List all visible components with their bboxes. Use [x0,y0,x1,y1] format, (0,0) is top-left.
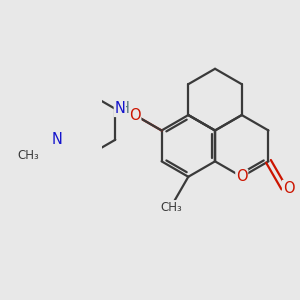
Text: N: N [114,101,125,116]
Text: O: O [236,169,248,184]
Text: CH₃: CH₃ [17,149,39,162]
Text: O: O [129,108,141,123]
Text: O: O [283,181,294,196]
Text: CH₃: CH₃ [160,201,182,214]
Text: H: H [118,101,129,116]
Text: N: N [52,132,63,147]
